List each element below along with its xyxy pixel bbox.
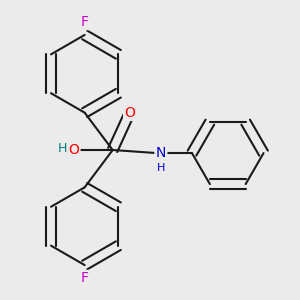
- Text: F: F: [81, 271, 89, 285]
- Text: F: F: [81, 15, 89, 29]
- Text: H: H: [58, 142, 68, 155]
- Text: N: N: [156, 146, 166, 160]
- Text: O: O: [124, 106, 135, 120]
- Text: H: H: [157, 163, 165, 173]
- Text: O: O: [68, 143, 79, 157]
